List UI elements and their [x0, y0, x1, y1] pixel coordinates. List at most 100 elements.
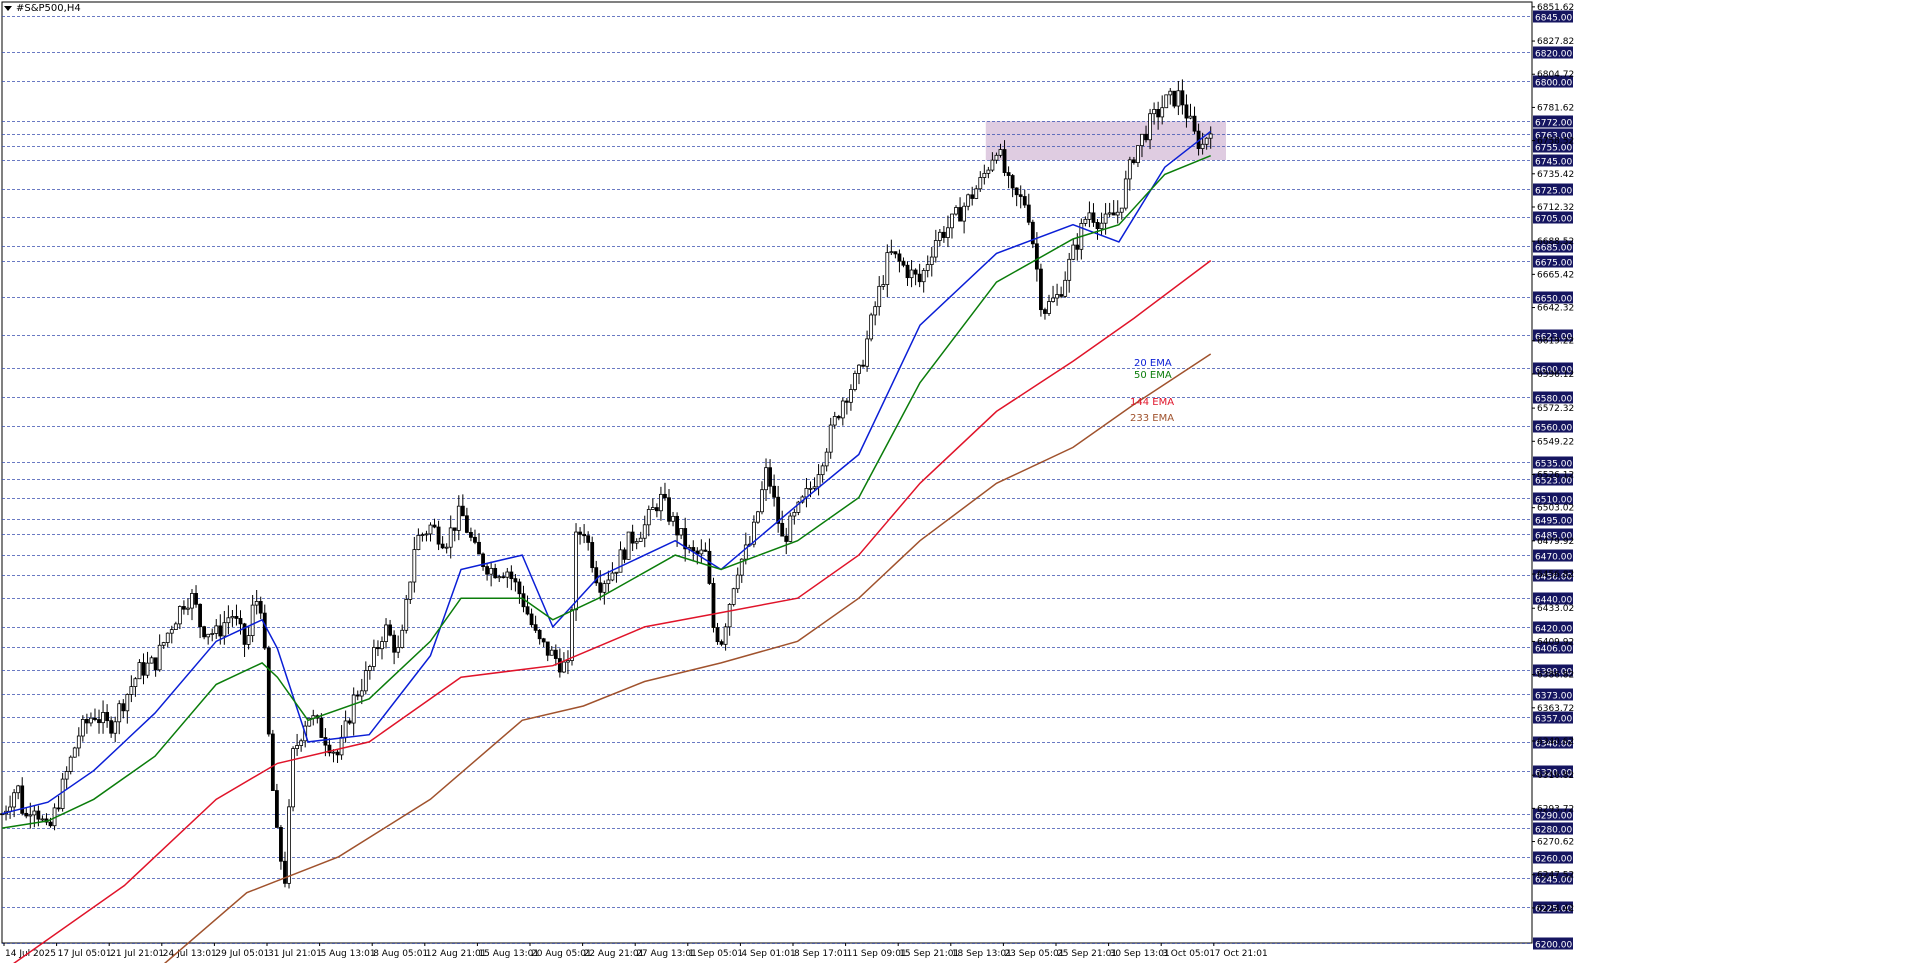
candle-body [901, 260, 906, 266]
candle-body [481, 553, 485, 567]
level-label: 6623.00 [1535, 333, 1572, 343]
price-tick-label: 6688.52 [1537, 237, 1574, 247]
candle-body [157, 644, 162, 671]
candle-body [125, 694, 130, 712]
candle-body [1075, 244, 1080, 250]
candle-body [1180, 90, 1185, 106]
candle-body [16, 785, 21, 794]
level-label-bg [1533, 456, 1573, 469]
level-label-bg [1533, 937, 1573, 950]
ema-legend-label: 144 EMA [1130, 397, 1174, 408]
candle-body [857, 364, 861, 374]
candle-body [780, 522, 785, 537]
candle-body [893, 251, 898, 255]
price-tick-label: 6316.82 [1537, 771, 1574, 781]
level-label: 6495.00 [1535, 517, 1572, 527]
candle-body [149, 657, 154, 664]
candle-body [161, 642, 166, 646]
candle-body [533, 624, 538, 631]
candle-body [246, 635, 251, 645]
candle-body [873, 306, 878, 316]
candle-body [1043, 309, 1047, 314]
candle-body [141, 662, 146, 676]
candle-body [877, 285, 882, 308]
candle-body [1188, 115, 1193, 119]
candle-body [675, 515, 679, 536]
level-label: 6340.00 [1535, 740, 1572, 750]
candle-body [881, 284, 886, 287]
candle-body [659, 493, 663, 512]
candle-body [182, 606, 186, 610]
level-label-bg [1533, 765, 1573, 778]
level-label: 6763.00 [1535, 132, 1572, 142]
level-label: 6820.00 [1535, 50, 1572, 60]
candle-body [56, 807, 61, 810]
candle-body [1119, 207, 1124, 213]
candle-body [1111, 212, 1116, 216]
time-label: 18 Sep 13:01 [952, 949, 1012, 959]
time-label: 21 Jul 21:01 [110, 949, 164, 959]
price-tick-label: 6735.42 [1537, 170, 1574, 180]
candle-body [388, 624, 392, 636]
candle-body [735, 574, 740, 590]
candle-body [784, 535, 789, 542]
candle-body [743, 544, 748, 560]
level-label-bg [1533, 569, 1573, 582]
candle-body [553, 649, 558, 659]
candle-body [1014, 187, 1019, 196]
candle-body [186, 607, 190, 610]
dropdown-triangle-icon[interactable] [4, 6, 12, 11]
price-tick-label: 6572.32 [1537, 404, 1574, 414]
candle-body [72, 747, 77, 758]
candle-body [1127, 159, 1132, 180]
candle-body [198, 603, 202, 628]
time-label: 8 Aug 05:01 [373, 949, 428, 959]
time-label: 14 Jul 2025 [5, 949, 56, 959]
candle-body [974, 188, 979, 199]
candle-body [1131, 159, 1136, 164]
level-label: 6772.00 [1535, 119, 1572, 129]
candle-body [683, 528, 688, 550]
level-label-bg [1533, 420, 1573, 433]
candle-body [84, 719, 89, 724]
candle-body [473, 536, 477, 543]
time-label: 11 Sep 09:01 [847, 949, 907, 959]
candle-body [723, 626, 728, 645]
candle-body [1099, 222, 1104, 230]
candle-body [452, 527, 457, 531]
candle-body [574, 531, 578, 611]
level-label: 6845.00 [1535, 14, 1572, 24]
price-tick-label: 6247.52 [1537, 871, 1574, 881]
candle-body [40, 818, 45, 821]
candle-body [460, 505, 465, 517]
level-label: 6373.00 [1535, 692, 1572, 702]
candle-body [727, 604, 732, 628]
candle-body [400, 629, 405, 648]
candle-body [699, 549, 704, 555]
candle-body [1140, 133, 1144, 147]
level-label-bg [1533, 528, 1573, 541]
level-label-bg [1533, 255, 1573, 268]
candle-body [384, 624, 388, 642]
candle-body [1022, 196, 1027, 206]
level-label-bg [1533, 592, 1573, 605]
time-label: 31 Jul 21:01 [268, 949, 322, 959]
candle-body [1164, 94, 1169, 109]
candle-body [986, 169, 991, 174]
candle-body [626, 531, 631, 560]
candle-body [347, 720, 352, 724]
candle-body [121, 703, 126, 712]
candle-body [331, 751, 336, 754]
candle-body [990, 159, 995, 171]
price-tick-label: 6456.82 [1537, 570, 1574, 580]
candle-body [562, 661, 566, 673]
time-label: 24 Jul 13:01 [163, 949, 217, 959]
time-label: 25 Sep 21:01 [1057, 949, 1117, 959]
price-tick-label: 6804.72 [1537, 70, 1574, 80]
candle-body [711, 583, 716, 629]
candle-body [941, 231, 946, 238]
level-label-bg [1533, 664, 1573, 677]
candle-body [279, 827, 283, 862]
